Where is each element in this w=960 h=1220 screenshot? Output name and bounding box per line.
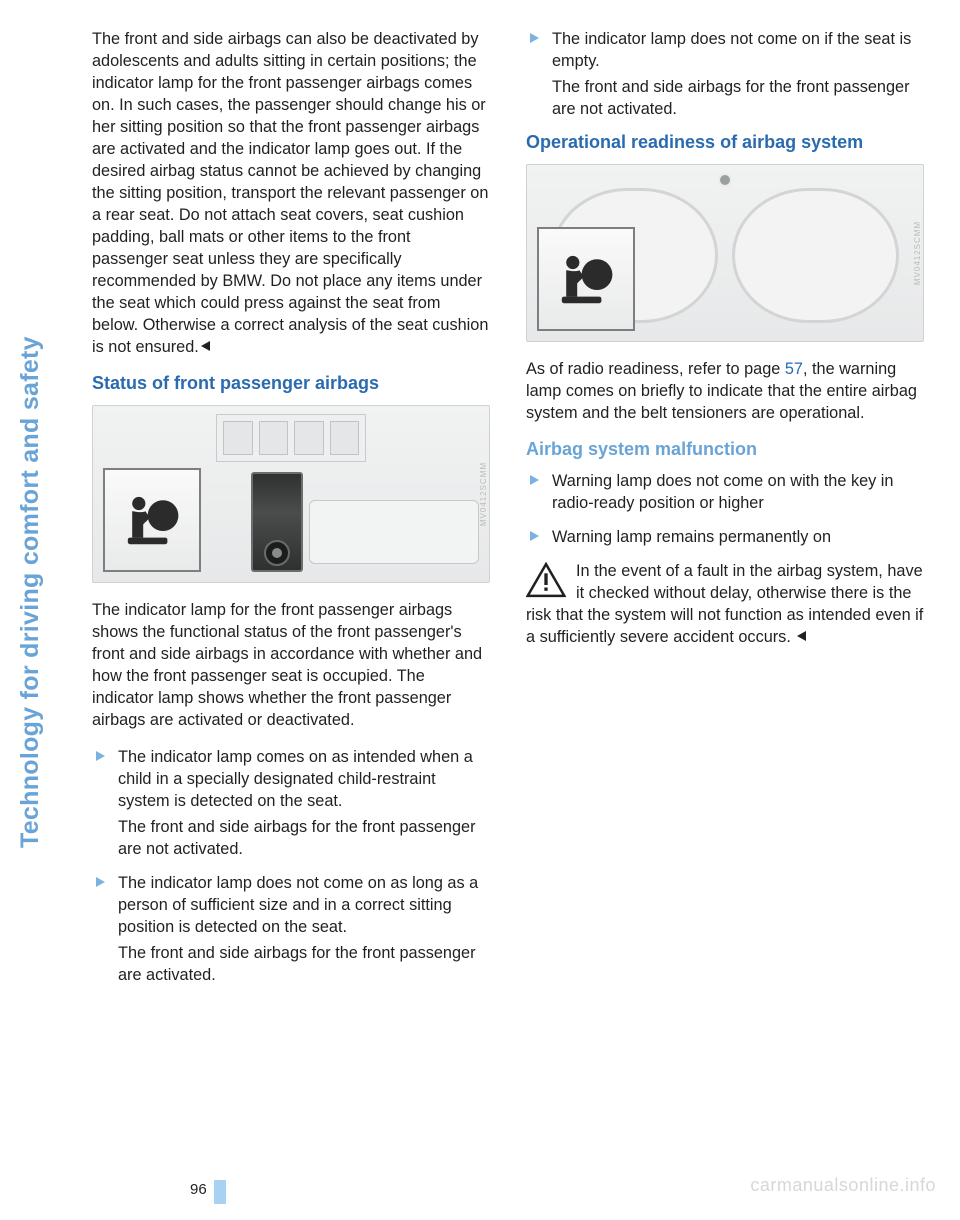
warning-text: In the event of a fault in the airbag sy… [526,562,923,646]
figure-credit-1: MV0412SCMM [479,461,490,525]
watermark-text: carmanualsonline.info [750,1175,936,1196]
airbag-icon-inset-2 [537,227,635,331]
status-bullet-3-main: The indicator lamp does not come on if t… [552,30,911,70]
side-tab-text: Technology for driving comfort and safet… [16,336,44,848]
status-bullet-list-continued: The indicator lamp does not come on if t… [526,28,924,120]
heading-operational-readiness: Operational readiness of airbag system [526,132,924,154]
rearview-mirror [309,500,479,564]
intro-paragraph: The front and side airbags can also be d… [92,28,490,358]
figure-credit-2: MV0412SCMM [913,220,924,284]
status-bullet-3: The indicator lamp does not come on if t… [526,28,924,120]
warning-block: In the event of a fault in the airbag sy… [526,560,924,648]
passenger-airbag-indicator [251,472,303,572]
operational-paragraph: As of radio readiness, refer to page 57,… [526,358,924,424]
status-bullet-3-sub: The front and side airbags for the front… [552,76,924,120]
airbag-icon [119,487,185,553]
status-paragraph: The indicator lamp for the front passeng… [92,599,490,731]
status-bullet-2-sub: The front and side airbags for the front… [118,942,490,986]
status-bullet-1-sub: The front and side airbags for the front… [118,816,490,860]
malfunction-bullet-2: Warning lamp remains permanently on [526,526,924,548]
figure-instrument-cluster: MV0412SCMM [526,164,924,342]
malfunction-bullet-1: Warning lamp does not come on with the k… [526,470,924,514]
page-number: 96 [190,1181,207,1198]
airbag-icon [553,246,619,312]
status-bullet-list: The indicator lamp comes on as intended … [92,746,490,986]
status-bullet-2: The indicator lamp does not come on as l… [92,872,490,986]
side-tab-title: Technology for driving comfort and safet… [18,28,60,848]
status-bullet-1: The indicator lamp comes on as intended … [92,746,490,860]
heading-status-airbags: Status of front passenger airbags [92,373,490,395]
malfunction-bullet-list: Warning lamp does not come on with the k… [526,470,924,548]
airbag-icon-inset [103,468,201,572]
page-ref-57[interactable]: 57 [785,360,803,378]
overhead-console-buttons [216,414,366,462]
status-bullet-2-main: The indicator lamp does not come on as l… [118,874,478,936]
warning-triangle-icon [526,562,566,598]
status-bullet-1-main: The indicator lamp comes on as intended … [118,748,473,810]
page-footer: 96 carmanualsonline.info [0,1168,960,1204]
gauge-right [732,188,899,322]
heading-malfunction: Airbag system malfunction [526,439,924,461]
operational-para-a: As of radio readiness, refer to page [526,360,785,378]
figure-overhead-console: MV0412SCMM [92,405,490,583]
page-body: The front and side airbags can also be d… [92,28,924,998]
page-number-marker-icon [214,1180,226,1204]
